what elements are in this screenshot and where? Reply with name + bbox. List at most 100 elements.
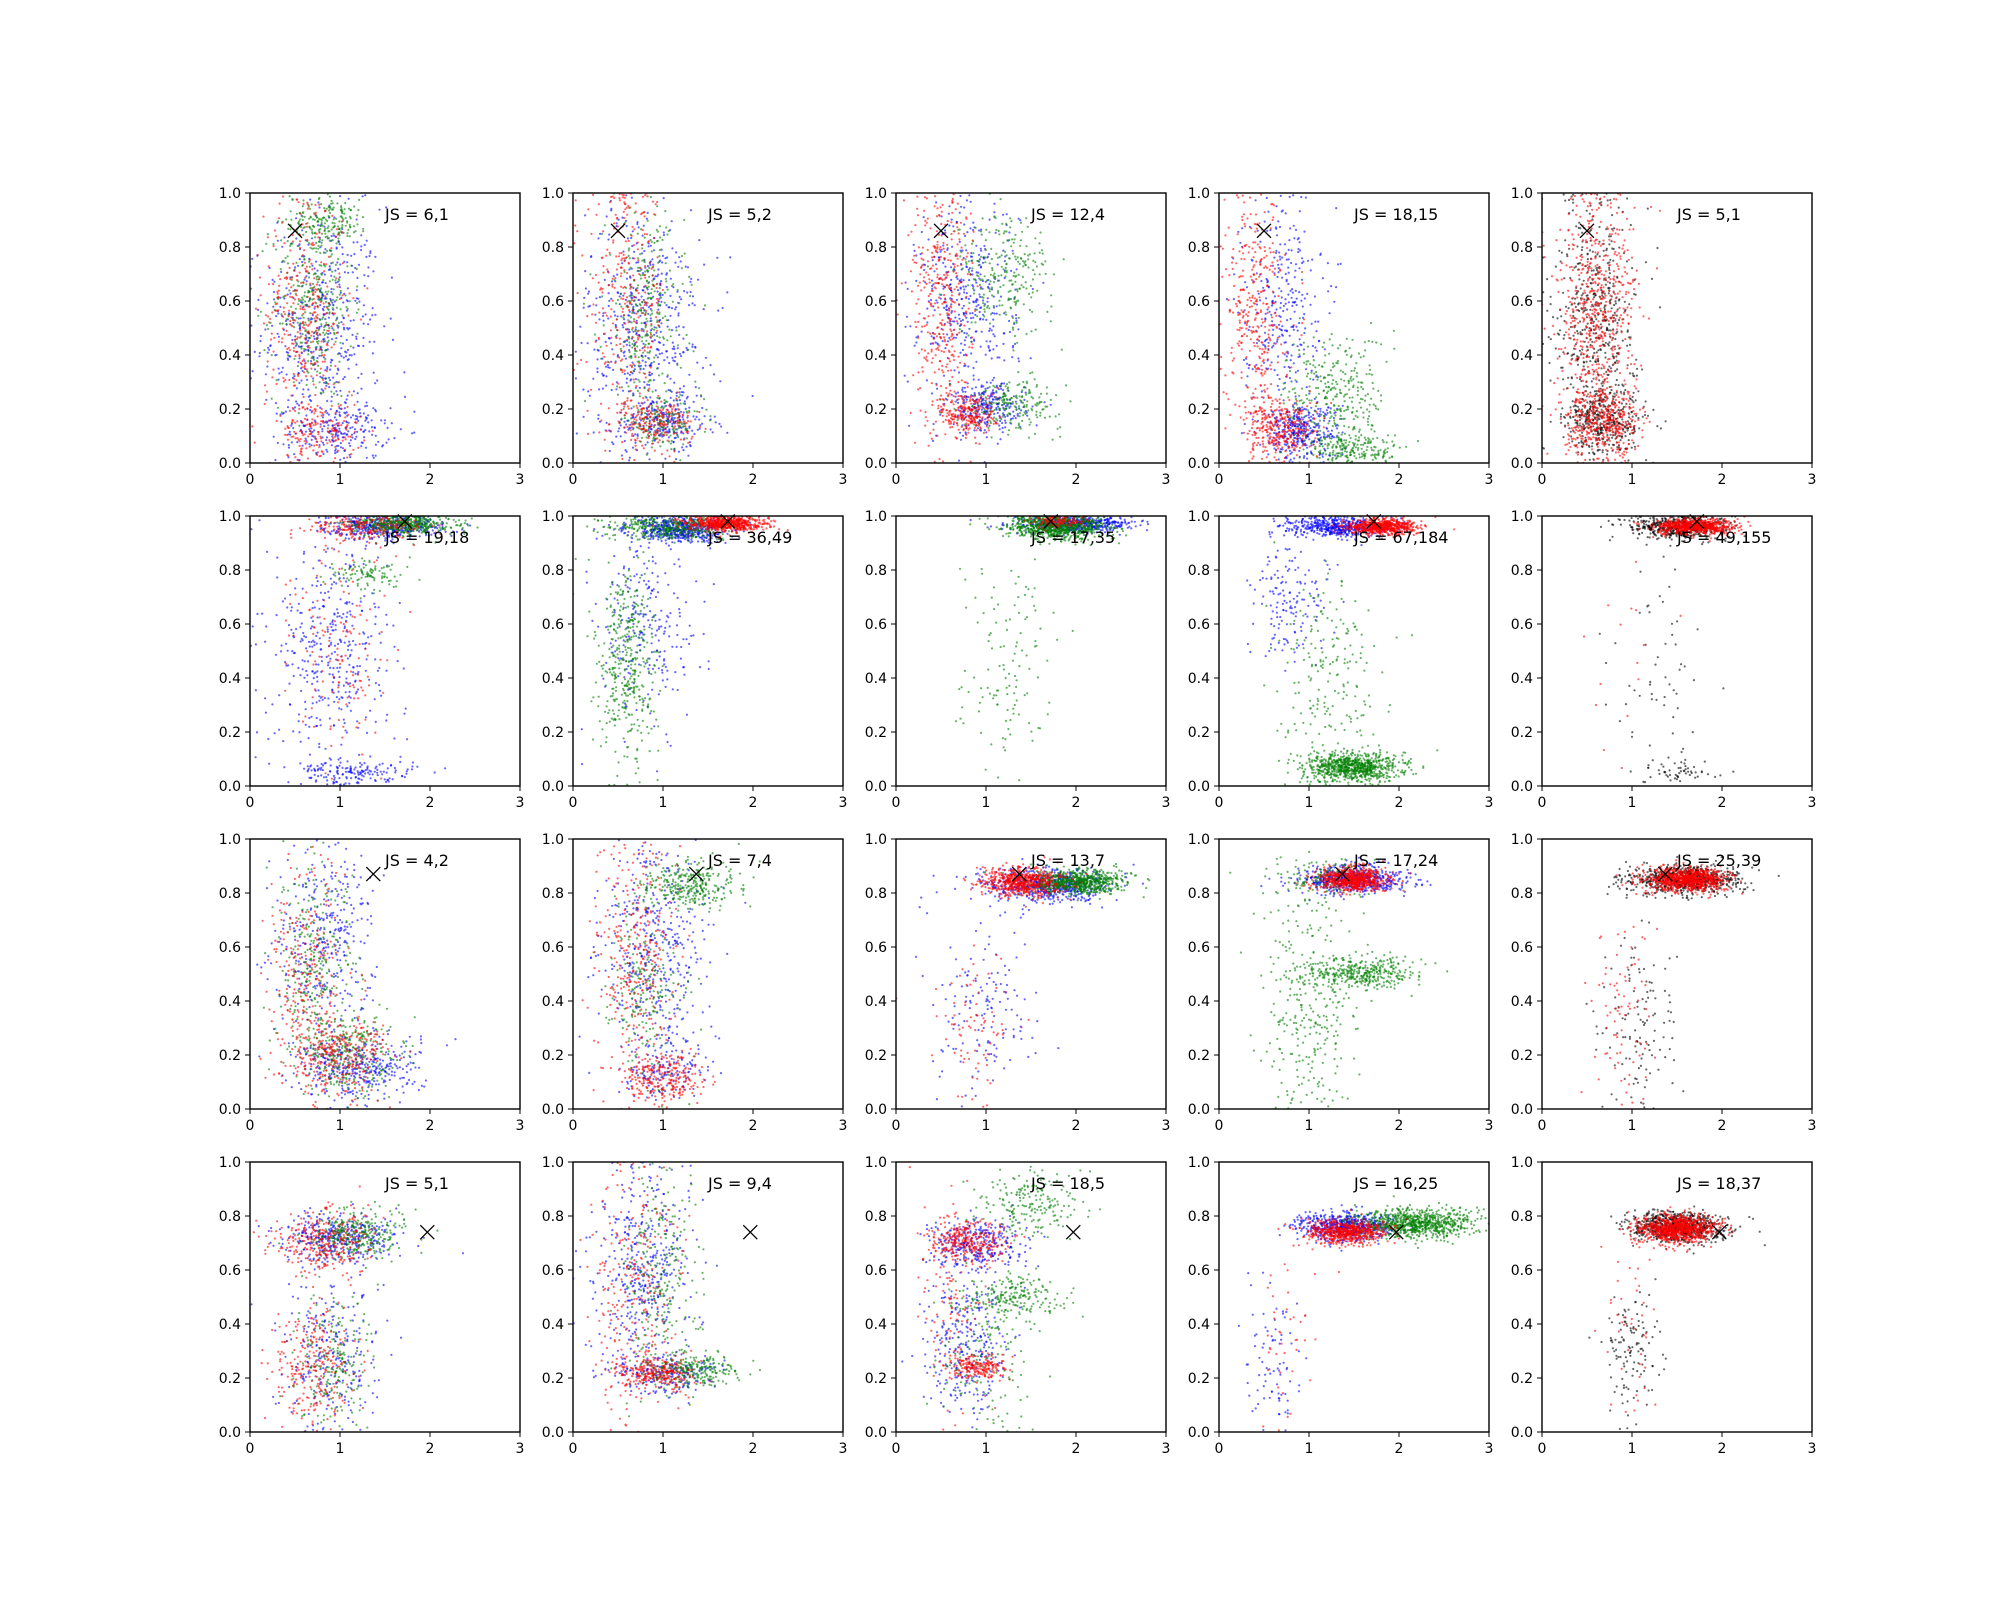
scatter-point xyxy=(346,456,349,459)
scatter-point xyxy=(646,433,649,436)
scatter-point xyxy=(281,245,284,248)
scatter-point xyxy=(959,351,962,354)
scatter-point xyxy=(941,414,945,417)
scatter-point xyxy=(653,409,656,412)
scatter-point xyxy=(963,331,966,335)
scatter-point xyxy=(253,441,256,444)
scatter-point xyxy=(267,346,270,349)
scatter-point xyxy=(1049,403,1052,406)
scatter-point xyxy=(993,202,996,205)
scatter-point xyxy=(289,355,292,358)
scatter-point xyxy=(1059,426,1062,429)
scatter-point xyxy=(605,215,608,218)
scatter-point xyxy=(949,422,953,425)
scatter-point xyxy=(1020,390,1023,394)
scatter-point xyxy=(661,372,664,375)
scatter-point xyxy=(623,405,626,408)
scatter-point xyxy=(310,228,313,231)
scatter-point xyxy=(302,323,306,327)
scatter-point xyxy=(663,398,666,402)
scatter-point xyxy=(953,265,956,268)
scatter-point xyxy=(682,337,685,340)
scatter-point xyxy=(661,424,665,427)
scatter-point xyxy=(288,430,291,433)
scatter-point xyxy=(665,280,668,283)
scatter-point xyxy=(308,258,311,261)
scatter-point xyxy=(657,299,660,302)
scatter-point xyxy=(981,295,984,299)
scatter-point xyxy=(1014,302,1018,305)
scatter-point xyxy=(946,274,949,277)
scatter-point xyxy=(1000,403,1004,406)
scatter-point xyxy=(290,424,293,427)
scatter-point xyxy=(656,335,659,338)
scatter-point xyxy=(314,348,317,351)
scatter-point xyxy=(691,302,694,305)
scatter-point xyxy=(937,404,940,407)
scatter-point xyxy=(904,325,907,328)
scatter-point xyxy=(688,409,691,412)
scatter-point xyxy=(359,415,362,418)
scatter-point xyxy=(413,410,416,413)
scatter-point xyxy=(614,276,617,280)
scatter-point xyxy=(295,387,298,390)
scatter-point xyxy=(276,239,279,242)
y-tick-label: 0.0 xyxy=(219,456,241,472)
scatter-point xyxy=(948,392,951,395)
scatter-point xyxy=(930,302,933,305)
scatter-point xyxy=(680,267,684,270)
scatter-point xyxy=(666,419,669,422)
scatter-point xyxy=(981,419,984,422)
scatter-point xyxy=(685,431,688,434)
scatter-point xyxy=(586,409,589,412)
scatter-point xyxy=(1014,258,1018,261)
scatter-point xyxy=(343,212,346,215)
scatter-point xyxy=(623,369,626,372)
scatter-point xyxy=(630,234,633,237)
scatter-point xyxy=(267,283,270,286)
scatter-point xyxy=(678,295,681,298)
scatter-point xyxy=(916,284,920,287)
scatter-point xyxy=(988,307,991,310)
scatter-point xyxy=(628,341,631,344)
scatter-point xyxy=(917,335,920,338)
scatter-point xyxy=(303,440,306,443)
scatter-point xyxy=(623,426,626,429)
scatter-point xyxy=(644,326,647,329)
scatter-point xyxy=(624,400,627,404)
scatter-point xyxy=(940,350,943,353)
scatter-point xyxy=(980,408,984,411)
scatter-point xyxy=(628,314,631,317)
scatter-point xyxy=(977,303,980,307)
scatter-point xyxy=(998,356,1001,359)
scatter-point xyxy=(680,423,684,426)
scatter-point xyxy=(336,393,339,396)
scatter-point xyxy=(262,215,265,218)
scatter-point xyxy=(292,419,295,422)
scatter-point xyxy=(982,431,986,434)
scatter-point xyxy=(1027,266,1030,269)
scatter-point xyxy=(970,251,973,255)
scatter-point xyxy=(923,286,926,289)
scatter-point xyxy=(974,386,978,389)
scatter-point xyxy=(327,430,330,433)
scatter-point xyxy=(992,295,995,298)
scatter-point xyxy=(291,342,294,345)
scatter-point xyxy=(698,239,701,242)
scatter-point xyxy=(669,412,672,415)
scatter-point xyxy=(315,283,319,286)
scatter-point xyxy=(264,328,267,331)
scatter-point xyxy=(307,339,310,342)
scatter-point xyxy=(649,263,652,266)
scatter-point xyxy=(285,373,288,376)
scatter-point xyxy=(322,279,325,282)
scatter-point xyxy=(957,293,961,296)
scatter-point xyxy=(630,196,634,199)
scatter-point xyxy=(322,338,325,341)
scatter-point xyxy=(626,305,629,308)
scatter-point xyxy=(998,398,1001,401)
scatter-point xyxy=(651,274,654,277)
scatter-point xyxy=(288,349,291,352)
scatter-point xyxy=(352,241,355,244)
